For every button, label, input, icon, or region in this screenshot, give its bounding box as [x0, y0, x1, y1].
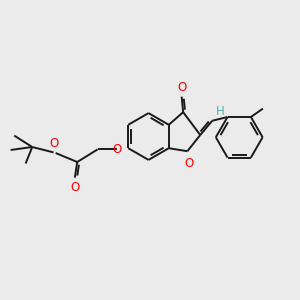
Text: H: H: [216, 105, 225, 118]
Text: O: O: [177, 81, 186, 94]
Text: O: O: [185, 157, 194, 169]
Text: O: O: [112, 143, 122, 156]
Text: O: O: [50, 137, 59, 150]
Text: O: O: [70, 181, 80, 194]
